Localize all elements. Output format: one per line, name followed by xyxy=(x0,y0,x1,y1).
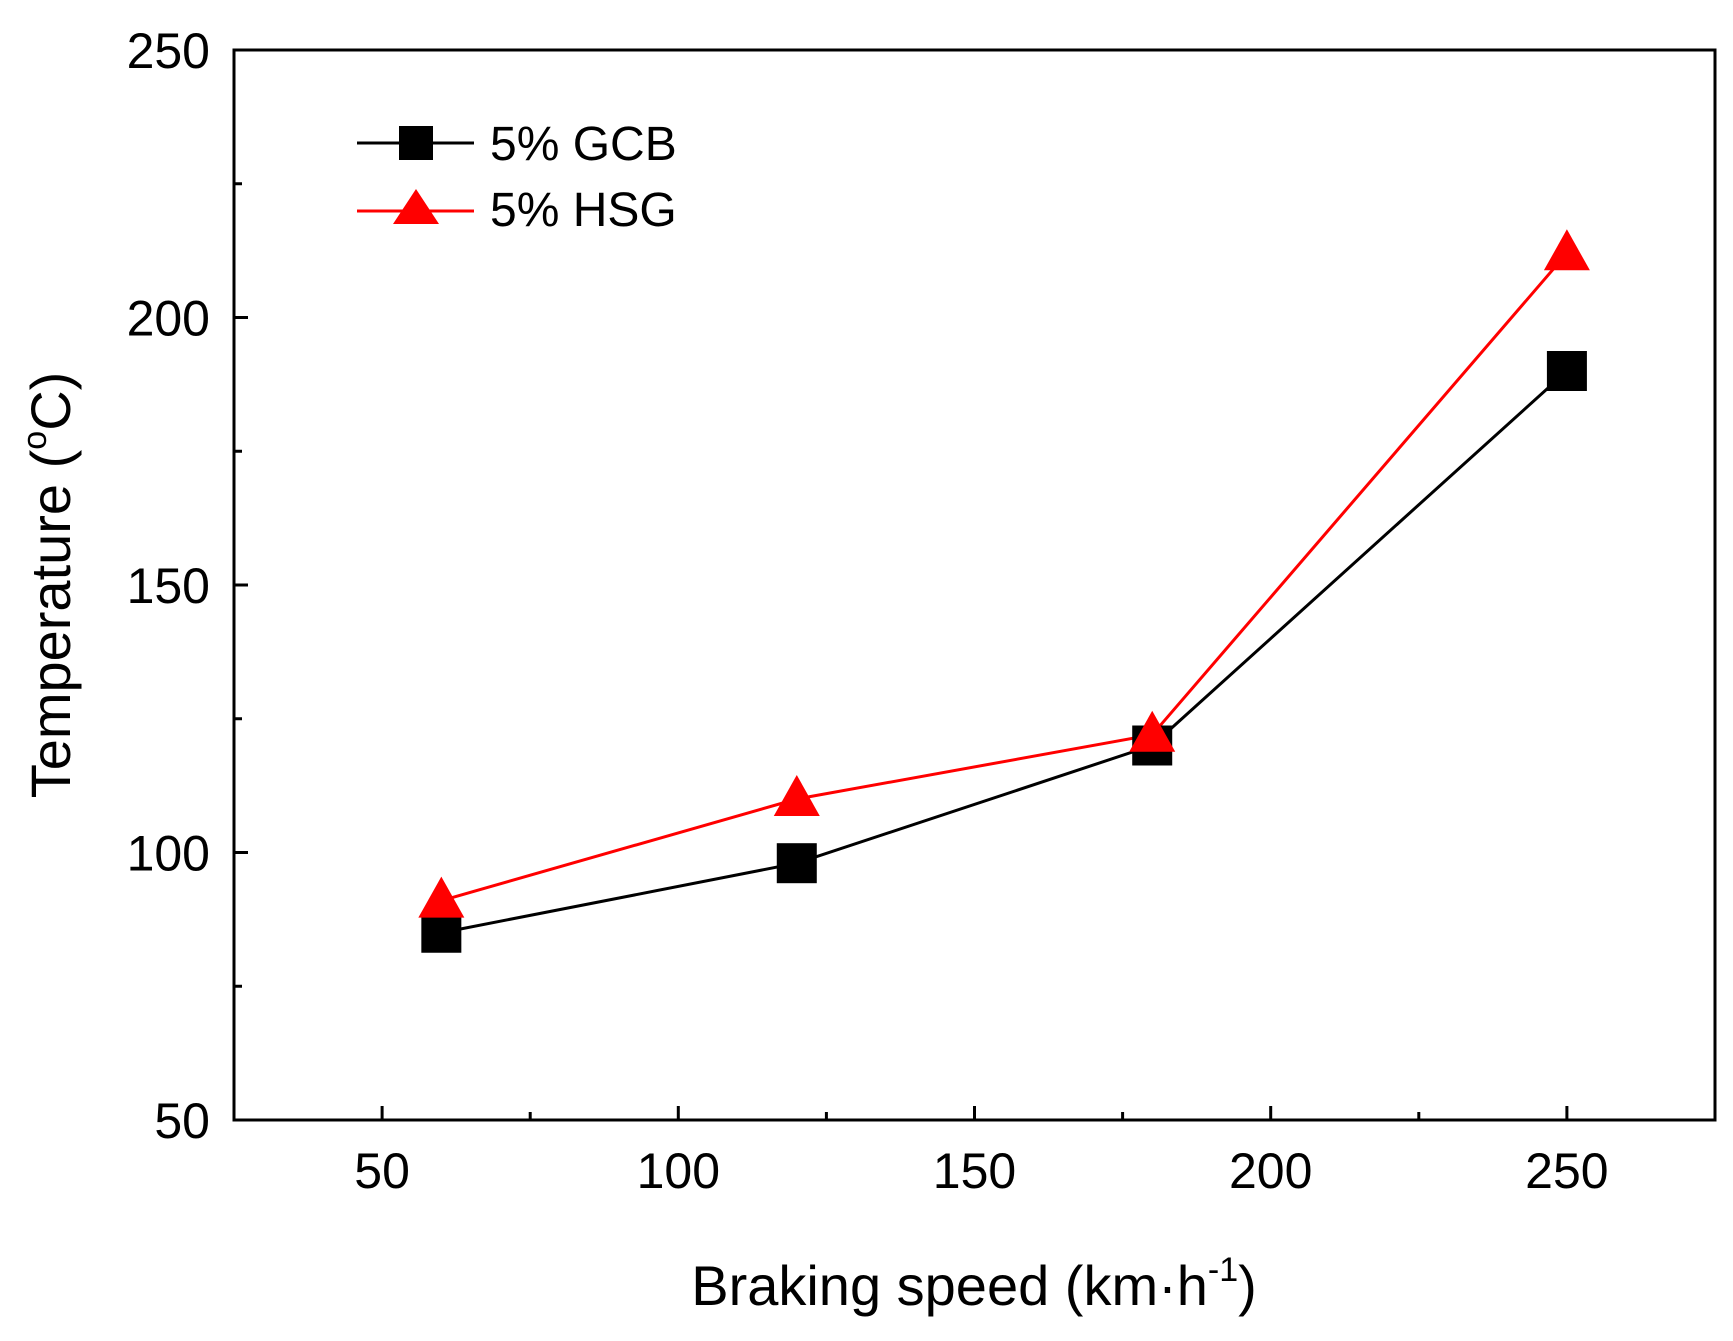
data-point-5-gcb xyxy=(421,912,462,953)
y-tick-label: 150 xyxy=(127,558,210,614)
x-axis-title-main: Braking speed (km·h xyxy=(691,1254,1208,1317)
data-point-5-hsg xyxy=(1543,229,1590,271)
legend-label-hsg: 5% HSG xyxy=(490,184,677,237)
data-point-5-gcb xyxy=(1546,351,1587,391)
y-axis-title: Temperature (oC) xyxy=(16,372,82,799)
series-line-5-hsg xyxy=(440,252,1569,903)
x-axis-title: Braking speed (km·h-1) xyxy=(691,1251,1257,1317)
x-tick-label: 200 xyxy=(1229,1143,1312,1199)
axis-ticks xyxy=(234,48,1569,1122)
axis-tick-labels: 50 100 150 200 250 50 100 150 200 250 xyxy=(127,23,1609,1199)
legend-label-gcb: 5% GCB xyxy=(490,118,677,171)
data-point-5-hsg xyxy=(1129,710,1176,752)
legend-marker-hsg xyxy=(393,189,439,224)
data-point-5-hsg xyxy=(773,775,820,816)
x-tick-label: 150 xyxy=(933,1143,1016,1199)
series-line-5-gcb xyxy=(441,369,1568,935)
series-markers xyxy=(418,229,1590,953)
x-tick-label: 100 xyxy=(637,1143,720,1199)
y-tick-label: 100 xyxy=(127,826,210,882)
y-tick-label: 50 xyxy=(154,1093,210,1149)
data-point-5-hsg xyxy=(418,876,465,918)
y-tick-label: 250 xyxy=(127,23,210,79)
x-axis-title-superscript: -1 xyxy=(1208,1251,1238,1289)
y-axis-title-close: C) xyxy=(19,372,82,431)
legend: 5% GCB 5% HSG xyxy=(357,118,677,237)
x-axis-title-close: ) xyxy=(1238,1254,1257,1317)
x-tick-label: 250 xyxy=(1525,1143,1608,1199)
y-axis-title-main: Temperature ( xyxy=(19,449,82,798)
data-point-5-gcb xyxy=(776,843,817,884)
y-axis-title-superscript: o xyxy=(16,431,54,450)
x-tick-label: 50 xyxy=(354,1143,410,1199)
legend-marker-gcb xyxy=(399,126,433,160)
y-tick-label: 200 xyxy=(127,291,210,347)
series-lines xyxy=(440,252,1569,935)
